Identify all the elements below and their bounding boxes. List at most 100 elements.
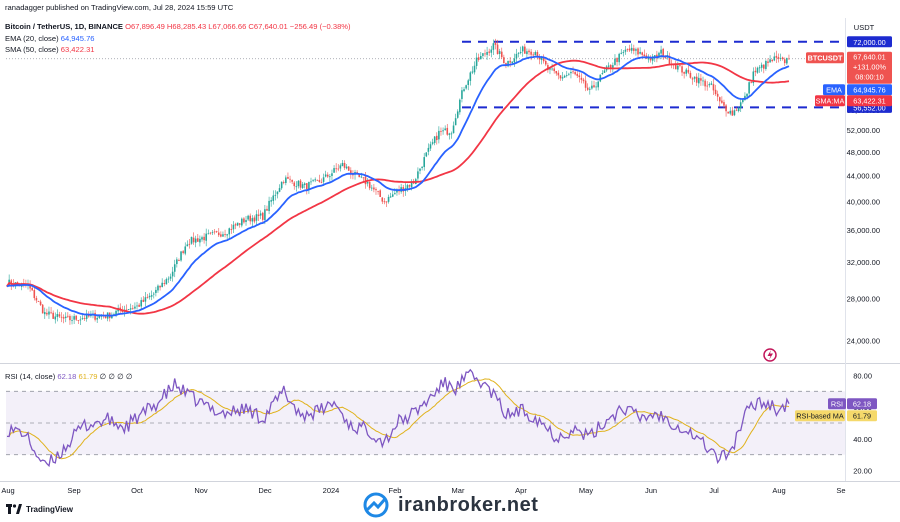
candle[interactable] (173, 264, 176, 272)
candle[interactable] (251, 218, 254, 222)
candle[interactable] (69, 316, 71, 321)
candle[interactable] (651, 56, 654, 61)
candle[interactable] (157, 285, 159, 291)
candle[interactable] (155, 289, 157, 293)
candle[interactable] (291, 179, 293, 182)
candle[interactable] (46, 312, 48, 315)
candle[interactable] (559, 75, 562, 79)
candle[interactable] (10, 280, 13, 285)
candle[interactable] (293, 182, 296, 187)
candle[interactable] (664, 57, 667, 59)
candle[interactable] (316, 179, 319, 181)
candle[interactable] (339, 165, 342, 169)
candle[interactable] (431, 142, 434, 144)
candle[interactable] (591, 85, 593, 89)
candle[interactable] (490, 49, 493, 53)
candle[interactable] (50, 312, 52, 314)
candle[interactable] (723, 102, 725, 106)
candle[interactable] (630, 47, 633, 51)
candle[interactable] (626, 49, 629, 50)
candle[interactable] (318, 180, 321, 182)
candle[interactable] (211, 232, 214, 234)
candle[interactable] (683, 71, 685, 74)
candle[interactable] (236, 222, 239, 226)
candle[interactable] (637, 48, 639, 55)
candle[interactable] (276, 191, 279, 195)
candle[interactable] (217, 232, 220, 236)
candle[interactable] (379, 190, 381, 197)
candle[interactable] (43, 312, 46, 315)
candle[interactable] (739, 102, 742, 109)
candle[interactable] (222, 234, 224, 237)
candle[interactable] (777, 57, 780, 59)
candle[interactable] (754, 70, 757, 73)
candle[interactable] (347, 166, 350, 171)
candle[interactable] (733, 110, 736, 116)
candle[interactable] (769, 59, 771, 63)
candle[interactable] (440, 131, 442, 132)
candle[interactable] (616, 57, 618, 63)
candle[interactable] (706, 85, 708, 87)
candle[interactable] (465, 85, 467, 89)
candle[interactable] (760, 64, 763, 68)
candle[interactable] (459, 99, 461, 113)
candle[interactable] (134, 306, 136, 309)
candle[interactable] (278, 188, 281, 192)
candle[interactable] (98, 315, 101, 318)
candle[interactable] (547, 65, 549, 71)
candle[interactable] (729, 110, 732, 114)
candle[interactable] (410, 181, 413, 187)
candle[interactable] (589, 88, 591, 90)
candle[interactable] (408, 185, 411, 187)
candle[interactable] (542, 57, 545, 62)
candle[interactable] (373, 187, 375, 190)
candle[interactable] (381, 197, 384, 202)
candle[interactable] (486, 52, 488, 55)
candle[interactable] (763, 64, 765, 69)
candle[interactable] (142, 299, 145, 302)
candle[interactable] (641, 52, 644, 55)
candle[interactable] (689, 72, 692, 78)
candle[interactable] (731, 110, 734, 116)
candle[interactable] (775, 55, 778, 58)
candle[interactable] (779, 58, 782, 59)
candle[interactable] (33, 290, 36, 299)
candle[interactable] (54, 316, 57, 320)
candle[interactable] (622, 52, 625, 53)
candle[interactable] (643, 54, 646, 57)
candle[interactable] (710, 83, 713, 85)
candle[interactable] (748, 82, 750, 94)
candle[interactable] (115, 310, 117, 315)
candle[interactable] (56, 314, 59, 317)
candle[interactable] (192, 237, 195, 243)
candle[interactable] (360, 176, 363, 178)
candle[interactable] (783, 59, 786, 64)
tradingview-logo[interactable]: TradingView (6, 504, 73, 514)
candle[interactable] (421, 166, 423, 168)
candle[interactable] (358, 173, 361, 178)
candle[interactable] (64, 316, 67, 318)
candle[interactable] (735, 109, 738, 111)
candle[interactable] (253, 217, 256, 222)
candle[interactable] (79, 319, 82, 321)
candle[interactable] (603, 70, 606, 73)
candle[interactable] (781, 57, 784, 60)
candle[interactable] (220, 234, 222, 237)
candle[interactable] (742, 99, 744, 103)
candle[interactable] (167, 278, 170, 280)
candle[interactable] (377, 190, 379, 192)
candle[interactable] (182, 251, 184, 254)
candle[interactable] (599, 74, 602, 82)
candle[interactable] (314, 179, 316, 181)
candle[interactable] (245, 220, 247, 223)
candle[interactable] (197, 238, 199, 242)
candle[interactable] (343, 162, 346, 168)
candle[interactable] (725, 105, 727, 112)
candle[interactable] (475, 57, 478, 66)
candle[interactable] (681, 66, 683, 73)
candle[interactable] (536, 52, 539, 58)
candle[interactable] (473, 65, 476, 73)
candle[interactable] (452, 125, 455, 134)
candle[interactable] (169, 276, 172, 279)
candle[interactable] (234, 224, 237, 226)
